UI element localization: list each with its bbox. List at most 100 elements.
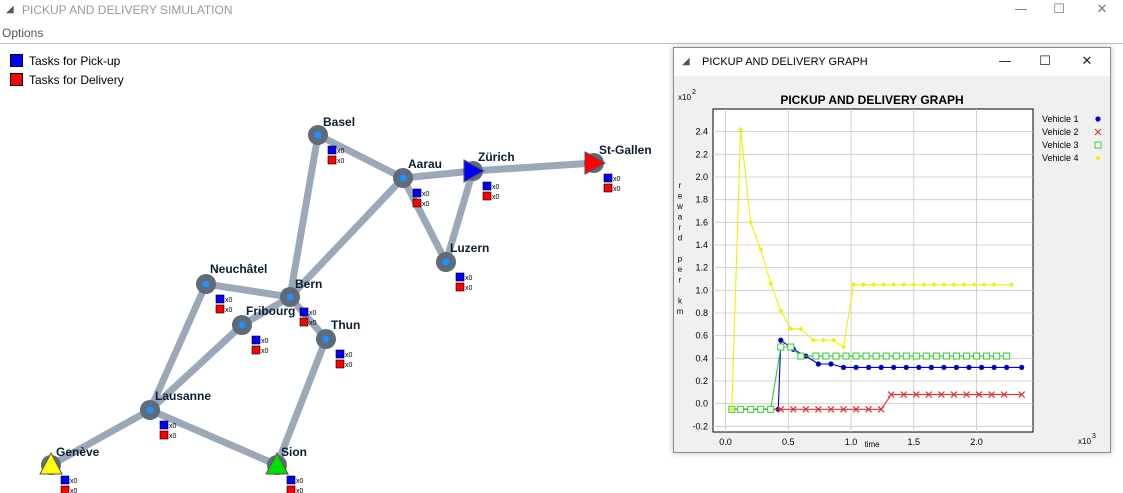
city-aarau[interactable]: Aarau x0 x0 (393, 157, 442, 208)
y-exponent: 2 (692, 89, 696, 96)
pickup-task-icon (60, 475, 70, 485)
legend-entry: Vehicle 2 (1042, 127, 1102, 137)
city-fribourg[interactable]: Fribourg x0 x0 (232, 304, 295, 355)
data-point (966, 364, 972, 370)
pickup-count: x0 (613, 176, 621, 183)
legend-marker-icon (1095, 155, 1101, 161)
city-center (442, 258, 450, 266)
graph-maximize-button[interactable]: ☐ (1039, 54, 1051, 69)
minimize-button[interactable]: — (1014, 2, 1028, 17)
y-tick-label: 0.8 (695, 308, 708, 318)
data-point (878, 364, 884, 370)
delivery-task-icon (455, 282, 465, 292)
pickup-count: x0 (225, 297, 233, 304)
legend-pickup-label: Tasks for Pick-up (29, 54, 121, 68)
x-exponent: 3 (1092, 433, 1096, 440)
graph-minimize-button[interactable]: — (998, 54, 1012, 69)
city-neuchatel[interactable]: Neuchâtel x0 x0 (196, 262, 267, 314)
road-basel-bern (286, 131, 322, 301)
graph-titlebar[interactable]: ◢ PICKUP AND DELIVERY GRAPH — ☐ ✕ (674, 48, 1110, 76)
pickup-task-icon (286, 475, 296, 485)
graph-window-title: PICKUP AND DELIVERY GRAPH (702, 56, 868, 68)
menu-options[interactable]: Options (2, 26, 44, 40)
data-point (912, 352, 920, 360)
pickup-count: x0 (309, 310, 317, 317)
series-4 (729, 126, 1015, 412)
close-button[interactable]: ✕ (1096, 2, 1108, 17)
y-axis-label: a (678, 213, 683, 222)
data-point (1000, 391, 1008, 399)
y-axis-label: k (678, 297, 683, 306)
y-axis-label: r (679, 223, 682, 232)
data-point (973, 352, 981, 360)
legend-entry: Vehicle 1 (1042, 114, 1101, 124)
data-point (891, 282, 897, 288)
maximize-button[interactable]: ☐ (1053, 2, 1065, 17)
data-point (853, 364, 859, 370)
road-neuchatel-bern (202, 280, 294, 301)
delivery-task-icon (60, 485, 70, 493)
data-point (842, 352, 850, 360)
data-point (747, 405, 755, 413)
city-center (146, 406, 154, 414)
network-map: Basel x0 x0 Aarau x0 x0 Zürich x0 x0 St-Gallen x0 x… (39, 115, 652, 493)
data-point (768, 281, 774, 287)
data-point (951, 282, 957, 288)
data-point (861, 282, 867, 288)
y-axis-label: r (679, 181, 682, 190)
legend-entry: Vehicle 3 (1042, 140, 1102, 150)
city-label: Basel (323, 115, 355, 129)
city-thun[interactable]: Thun x0 x0 (316, 318, 360, 369)
city-label: Sion (281, 445, 307, 459)
data-point (921, 282, 927, 288)
city-label: Fribourg (246, 304, 295, 318)
road-zurich-luzern (442, 167, 477, 266)
data-point (952, 352, 960, 360)
pickup-task-icon (482, 181, 492, 191)
road-aarau-luzern (399, 174, 450, 266)
pickup-task-icon (251, 335, 261, 345)
delivery-task-icon (215, 304, 225, 314)
data-point (891, 364, 897, 370)
pickup-task-icon (335, 349, 345, 359)
series-line (731, 346, 1007, 410)
data-point (981, 282, 987, 288)
y-axis-label: e (678, 192, 683, 201)
data-point (866, 364, 872, 370)
delivery-task-icon (335, 359, 345, 369)
graph-window[interactable]: ◢ PICKUP AND DELIVERY GRAPH — ☐ ✕ PICKUP… (673, 47, 1111, 453)
data-point (892, 352, 900, 360)
vehicle-st-gallen-icon (584, 151, 607, 175)
road-lausanne-geneve (47, 406, 154, 469)
data-point (900, 391, 908, 399)
y-axis-label: r (679, 276, 682, 285)
graph-close-button[interactable]: ✕ (1081, 54, 1093, 69)
data-point (916, 364, 922, 370)
data-point (865, 405, 873, 413)
city-lausanne[interactable]: Lausanne x0 x0 (140, 389, 211, 440)
city-basel[interactable]: Basel x0 x0 (308, 115, 355, 165)
data-point (729, 406, 735, 412)
y-axis-label: d (678, 234, 682, 243)
x-axis-label: time (864, 440, 880, 449)
data-point (841, 344, 847, 350)
road-neuchatel-lausanne (146, 280, 210, 414)
y-tick-label: -0.2 (692, 421, 708, 431)
delivery-count: x0 (465, 285, 473, 292)
delivery-count: x0 (422, 201, 430, 208)
city-bern[interactable]: Bern x0 x0 (280, 277, 322, 327)
data-point (1009, 282, 1015, 288)
pickup-task-icon (299, 307, 309, 317)
delivery-task-icon (286, 485, 296, 493)
city-center (238, 321, 246, 329)
pickup-task-icon (603, 173, 613, 183)
data-point (872, 352, 880, 360)
legend-label: Vehicle 2 (1042, 127, 1079, 137)
road-lausanne-sion (146, 406, 281, 469)
city-center (286, 293, 294, 301)
pickup-count: x0 (492, 184, 500, 191)
window-title: PICKUP AND DELIVERY SIMULATION (22, 3, 233, 17)
y-tick-label: 1.2 (695, 263, 708, 273)
city-luzern[interactable]: Luzern x0 x0 (436, 241, 489, 292)
pickup-task-icon (215, 294, 225, 304)
